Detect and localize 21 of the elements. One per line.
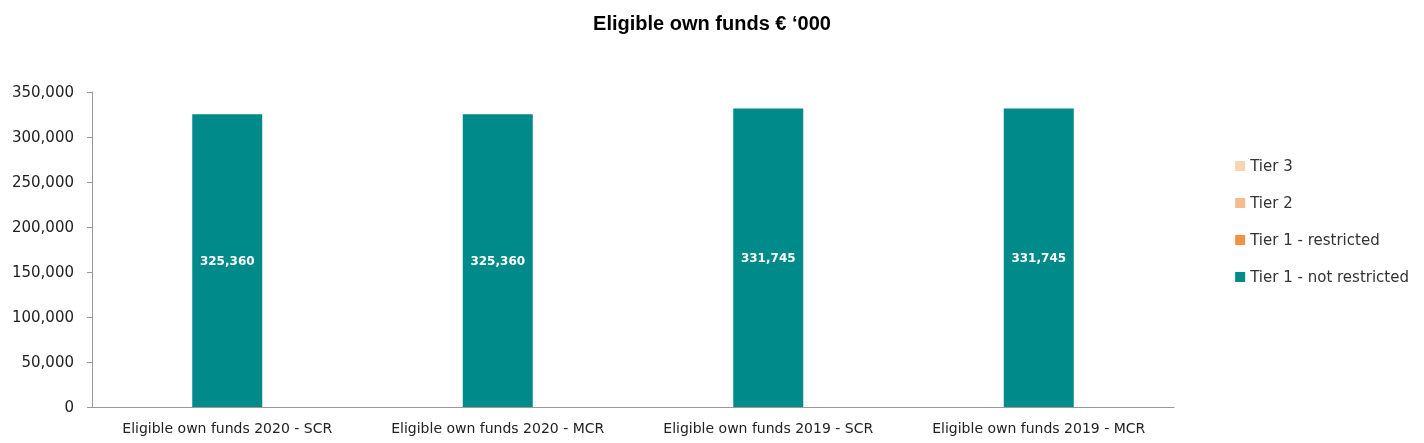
data-label: 325,360 bbox=[199, 253, 255, 268]
legend-label: Tier 3 bbox=[1249, 157, 1293, 175]
y-tick-label: 350,000 bbox=[11, 83, 74, 101]
y-tick-label: 50,000 bbox=[21, 353, 74, 371]
chart-title: Eligible own funds € ‘000 bbox=[593, 12, 831, 34]
x-tick-label: Eligible own funds 2019 - MCR bbox=[932, 420, 1146, 436]
x-tick-label: Eligible own funds 2019 - SCR bbox=[663, 420, 874, 436]
data-label: 331,745 bbox=[1011, 250, 1067, 265]
x-tick-label: Eligible own funds 2020 - SCR bbox=[122, 420, 333, 436]
y-tick-label: 250,000 bbox=[11, 173, 74, 191]
legend-label: Tier 1 - restricted bbox=[1249, 231, 1380, 249]
y-tick-label: 200,000 bbox=[11, 218, 74, 236]
y-tick-label: 100,000 bbox=[11, 308, 74, 326]
y-tick-label: 0 bbox=[64, 398, 74, 416]
legend-label: Tier 1 - not restricted bbox=[1249, 268, 1410, 286]
y-tick-label: 300,000 bbox=[11, 128, 74, 146]
y-tick-label: 150,000 bbox=[11, 263, 74, 281]
data-label: 331,745 bbox=[740, 250, 796, 265]
legend-label: Tier 2 bbox=[1249, 194, 1293, 212]
data-label: 325,360 bbox=[470, 253, 526, 268]
x-tick-label: Eligible own funds 2020 - MCR bbox=[391, 420, 605, 436]
